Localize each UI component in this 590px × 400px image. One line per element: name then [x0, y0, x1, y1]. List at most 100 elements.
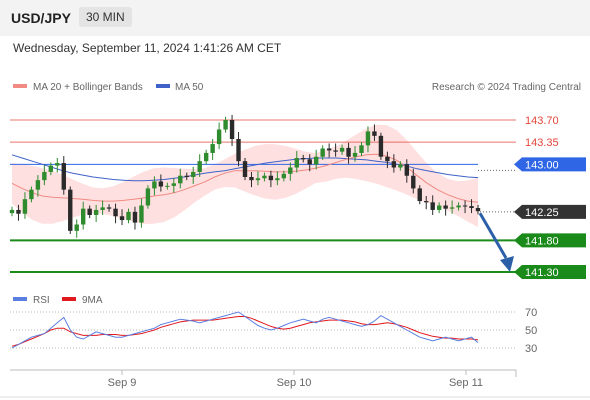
- candle-body: [184, 175, 189, 177]
- rsi-ma-legend-label: 9MA: [82, 295, 103, 306]
- rsi-line: [11, 311, 479, 349]
- candle-body: [42, 171, 47, 181]
- candle-body: [339, 147, 345, 152]
- candle-body: [436, 205, 442, 210]
- candle-body: [100, 207, 105, 210]
- candle-body: [191, 171, 196, 177]
- rsi-legend-label: RSI: [33, 295, 50, 306]
- source-label: Research © 2024 Trading Central: [432, 82, 581, 93]
- header-bar: USD/JPY 30 MIN: [0, 0, 590, 36]
- candle-body: [391, 161, 397, 168]
- pivot-label: 143.00: [525, 159, 559, 171]
- resistance-label: 143.70: [525, 115, 559, 127]
- candle-body: [61, 163, 66, 190]
- rsi-ma-line: [11, 316, 479, 347]
- bb-legend-swatch: [13, 84, 27, 88]
- candle-body: [152, 181, 157, 189]
- candle-body: [385, 156, 390, 162]
- candle-body: [223, 120, 228, 130]
- candle-body: [145, 188, 151, 206]
- candle-body: [80, 208, 86, 225]
- rsi-legend-swatch: [13, 297, 27, 301]
- support-tag: [514, 265, 586, 279]
- timestamp: Wednesday, September 11, 2024 1:41:26 AM…: [13, 41, 282, 55]
- candle-body: [242, 161, 248, 177]
- candle-body: [132, 211, 138, 223]
- candle-body: [9, 209, 15, 214]
- candle-body: [210, 144, 215, 153]
- candle-body: [249, 177, 254, 181]
- last-price-label: 142.25: [525, 207, 559, 219]
- candles: [9, 114, 481, 238]
- rsi-ma-legend-swatch: [62, 297, 76, 301]
- candle-body: [378, 135, 384, 157]
- candle-body: [229, 120, 235, 139]
- support-tag: [514, 233, 586, 248]
- candle-body: [281, 173, 287, 179]
- candle-body: [197, 161, 202, 172]
- candle-body: [113, 208, 118, 217]
- candle-body: [139, 205, 144, 223]
- candle-body: [178, 175, 183, 184]
- pivot-tag: [514, 157, 586, 172]
- rsi-lines: [11, 311, 479, 349]
- candle-body: [372, 131, 377, 136]
- candle-body: [307, 159, 312, 165]
- candle-body: [29, 189, 34, 200]
- candle-body: [68, 189, 73, 231]
- candle-body: [333, 150, 338, 152]
- candle-body: [424, 201, 429, 203]
- x-tick-label: Sep 9: [108, 377, 137, 389]
- candle-body: [171, 183, 177, 186]
- support-label: 141.80: [525, 235, 559, 247]
- candle-body: [404, 164, 410, 176]
- ma50-legend-swatch: [156, 84, 170, 88]
- candle-body: [346, 147, 351, 157]
- support-label: 141.30: [525, 267, 559, 279]
- candle-body: [430, 202, 435, 210]
- projection-arrow-head: [500, 256, 514, 272]
- candle-body: [262, 175, 267, 179]
- x-tick-label: Sep 11: [449, 377, 483, 389]
- candle-body: [462, 205, 468, 207]
- ma50-legend-label: MA 50: [175, 82, 204, 93]
- candle-body: [288, 167, 293, 174]
- candle-body: [398, 164, 403, 168]
- candle-body: [119, 216, 125, 221]
- symbol-title: USD/JPY: [11, 10, 71, 26]
- candle-body: [313, 156, 319, 165]
- timeframe-badge[interactable]: 30 MIN: [79, 7, 132, 27]
- candle-body: [359, 145, 364, 153]
- candle-body: [456, 205, 461, 208]
- x-tick-label: Sep 10: [277, 377, 312, 389]
- candle-body: [48, 165, 54, 172]
- candle-body: [236, 139, 241, 162]
- level-labels: 143.70 143.35 143.00 142.25 141.80 141.30: [514, 115, 586, 279]
- rsi-grid: 70 50 30: [10, 307, 537, 355]
- candle-body: [16, 209, 21, 214]
- candle-body: [449, 207, 455, 209]
- candle-body: [106, 207, 112, 209]
- projection-arrow: [478, 212, 514, 272]
- rsi-tick-label: 50: [525, 325, 537, 337]
- candle-body: [87, 208, 92, 215]
- candle-body: [268, 175, 274, 181]
- rsi-tick-label: 70: [525, 307, 537, 319]
- candle-body: [320, 148, 325, 157]
- candle-body: [294, 158, 299, 168]
- candle-body: [365, 131, 371, 146]
- candle-body: [35, 180, 41, 190]
- projection-arrow-shaft: [478, 212, 508, 259]
- candle-body: [93, 209, 99, 215]
- candle-body: [443, 205, 448, 209]
- x-axis-ticks: Sep 9 Sep 10 Sep 11: [108, 370, 483, 389]
- candle-body: [275, 178, 280, 181]
- candle-body: [22, 199, 28, 214]
- candle-body: [55, 163, 60, 166]
- candle-body: [74, 224, 79, 231]
- candle-body: [352, 152, 358, 157]
- candle-body: [158, 181, 164, 187]
- candle-body: [301, 158, 306, 160]
- candle-body: [417, 188, 422, 202]
